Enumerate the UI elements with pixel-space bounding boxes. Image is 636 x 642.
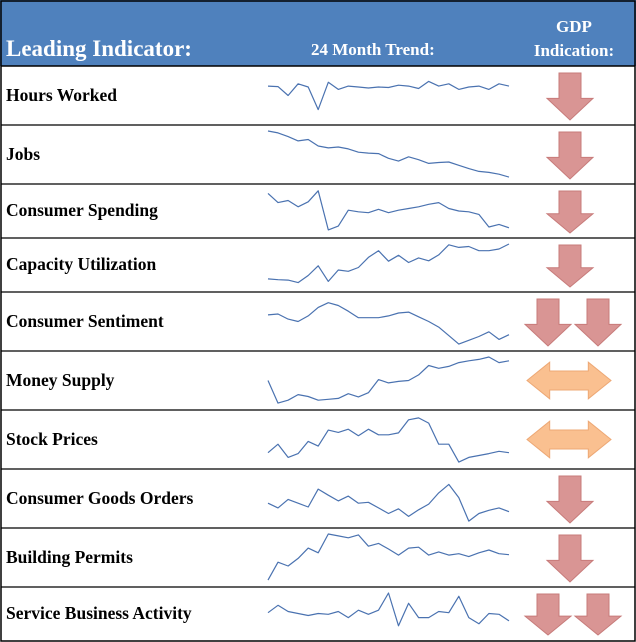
indicator-label-hours-worked: Hours Worked [6,84,118,105]
table-row: Stock Prices [0,410,636,469]
header-leading-indicator: Leading Indicator: [6,36,192,61]
trend-sparkline-building-permits [267,533,510,581]
table-row: Consumer Sentiment [0,292,636,351]
header-gdp-indication: GDP Indication: [515,15,633,63]
down-arrow-icon [545,190,595,234]
down-arrow-icon [545,244,595,288]
trend-sparkline-service-business-activity [267,592,510,627]
indicator-label-consumer-goods-orders: Consumer Goods Orders [6,487,194,508]
indicator-label-consumer-spending: Consumer Spending [6,200,158,220]
trend-sparkline-money-supply [267,356,510,404]
trend-sparkline-jobs [267,130,510,178]
trend-sparkline-consumer-goods-orders [267,483,510,522]
trend-sparkline-consumer-spending [267,190,510,231]
down-arrow-icon [523,298,573,347]
table-row: Building Permits [0,528,636,587]
down-arrow-icon [573,593,623,636]
trend-sparkline-capacity-utilization [267,243,510,284]
table-row: Consumer Spending [0,184,636,238]
indicator-label-consumer-sentiment: Consumer Sentiment [6,310,164,331]
down-arrow-icon [545,475,595,524]
table-row: Money Supply [0,351,636,410]
header-24-month-trend: 24 Month Trend: [311,40,435,59]
indicator-label-capacity-utilization: Capacity Utilization [6,254,157,274]
header-gdp-line1: GDP [556,17,592,36]
table-row: Capacity Utilization [0,238,636,292]
trend-sparkline-stock-prices [267,417,510,463]
table-row: Service Business Activity [0,587,636,640]
left-right-arrow-icon [526,420,612,459]
down-arrow-icon [545,131,595,180]
down-arrow-icon [545,534,595,583]
header-gdp-line2: Indication: [533,41,615,60]
indicator-label-service-business-activity: Service Business Activity [6,602,192,623]
table-row: Hours Worked [0,66,636,125]
left-right-arrow-icon [526,361,612,400]
indicator-label-jobs: Jobs [6,143,41,164]
down-arrow-icon [545,72,595,121]
table-row: Consumer Goods Orders [0,469,636,528]
indicator-label-stock-prices: Stock Prices [6,428,98,449]
trend-sparkline-consumer-sentiment [267,302,510,345]
trend-sparkline-hours-worked [267,80,510,111]
down-arrow-icon [573,298,623,347]
down-arrow-icon [523,593,573,636]
indicator-label-money-supply: Money Supply [6,369,115,390]
indicator-label-building-permits: Building Permits [6,546,133,567]
table-row: Jobs [0,125,636,184]
table-header: Leading Indicator: 24 Month Trend: GDP I… [0,0,636,66]
